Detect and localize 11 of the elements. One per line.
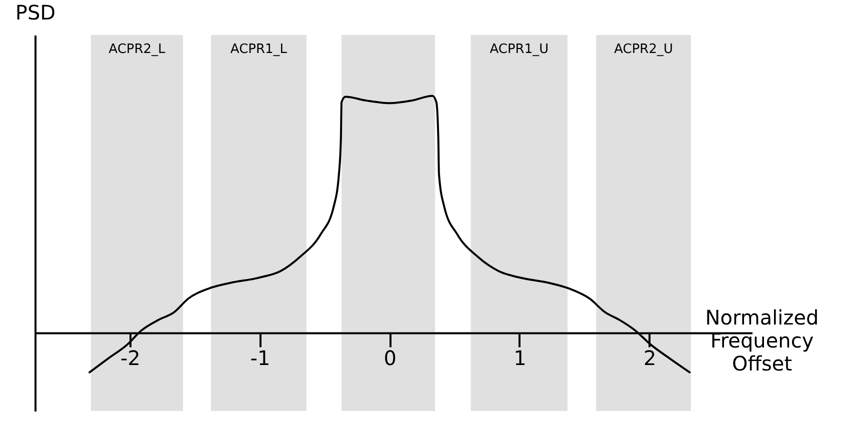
x-tick-label: -2: [120, 346, 140, 370]
x-tick-label: 2: [644, 346, 656, 370]
x-tick-label: 1: [514, 346, 526, 370]
y-axis-title: PSD: [15, 0, 56, 24]
x-axis-title: Normalized Frequency Offset: [705, 306, 819, 376]
x-tick-label: 0: [384, 346, 396, 370]
band-label: ACPR1_U: [490, 42, 549, 57]
band-label: ACPR1_L: [230, 42, 288, 57]
x-tick-label: -1: [250, 346, 270, 370]
band-label: ACPR2_U: [614, 42, 673, 57]
band-label: ACPR2_L: [108, 42, 166, 57]
